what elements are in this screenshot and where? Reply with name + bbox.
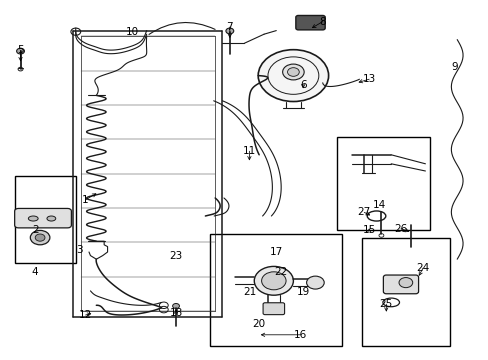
Text: 2: 2 (32, 225, 39, 235)
Text: 3: 3 (76, 245, 82, 255)
Text: 4: 4 (32, 267, 39, 277)
Text: 11: 11 (242, 146, 256, 156)
Circle shape (377, 208, 385, 214)
Bar (15, 176, 76, 263)
Text: 14: 14 (371, 200, 385, 210)
Text: 24: 24 (415, 263, 429, 273)
Ellipse shape (47, 216, 56, 221)
Text: 20: 20 (252, 319, 265, 329)
Text: 15: 15 (362, 225, 375, 235)
Ellipse shape (28, 216, 38, 221)
FancyBboxPatch shape (15, 208, 71, 228)
FancyBboxPatch shape (383, 275, 418, 294)
Circle shape (254, 266, 293, 295)
Text: 1: 1 (82, 195, 89, 205)
FancyBboxPatch shape (295, 15, 325, 30)
Text: 21: 21 (242, 287, 256, 297)
Bar (337, 137, 429, 230)
Text: 12: 12 (79, 310, 92, 320)
Circle shape (406, 221, 414, 226)
Text: 16: 16 (293, 330, 307, 340)
Circle shape (287, 68, 299, 76)
Circle shape (30, 230, 50, 245)
Text: 9: 9 (450, 62, 457, 72)
Circle shape (258, 50, 328, 102)
Text: 23: 23 (169, 251, 183, 261)
Circle shape (282, 64, 304, 80)
Text: 27: 27 (357, 207, 370, 217)
Text: 6: 6 (299, 80, 306, 90)
Text: 19: 19 (296, 287, 309, 297)
Circle shape (35, 234, 45, 241)
Text: 5: 5 (17, 45, 24, 55)
Text: 26: 26 (393, 224, 407, 234)
Bar (210, 234, 342, 346)
Circle shape (172, 303, 179, 309)
Text: 8: 8 (319, 17, 325, 27)
Text: 18: 18 (169, 308, 183, 318)
Text: 25: 25 (379, 299, 392, 309)
FancyBboxPatch shape (263, 303, 284, 315)
Text: 17: 17 (269, 247, 283, 257)
Bar (361, 238, 449, 346)
Text: 22: 22 (274, 267, 287, 277)
Circle shape (261, 272, 285, 290)
Text: 7: 7 (226, 22, 233, 32)
Circle shape (398, 278, 412, 288)
Circle shape (17, 48, 24, 54)
Circle shape (225, 28, 233, 34)
Circle shape (306, 276, 324, 289)
Text: 13: 13 (362, 74, 375, 84)
Text: 10: 10 (125, 27, 138, 37)
